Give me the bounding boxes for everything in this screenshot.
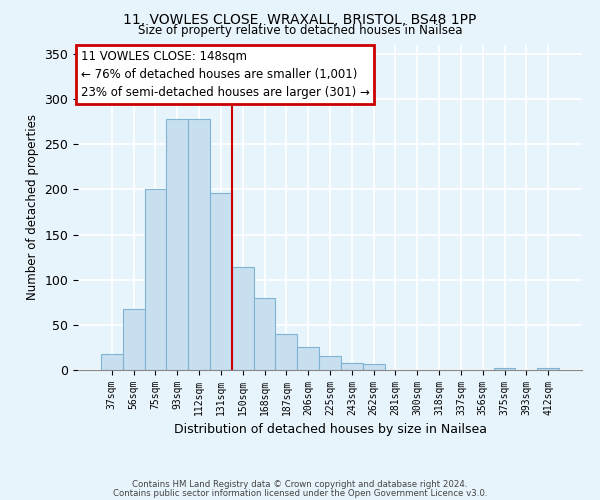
Bar: [297, 348, 319, 370]
Bar: [210, 193, 232, 370]
Bar: [341, 363, 363, 370]
Bar: [166, 119, 188, 370]
Bar: [188, 119, 210, 370]
Text: 11, VOWLES CLOSE, WRAXALL, BRISTOL, BS48 1PP: 11, VOWLES CLOSE, WRAXALL, BRISTOL, BS48…: [124, 12, 476, 26]
Bar: [363, 364, 385, 370]
Bar: [232, 267, 254, 370]
Bar: [254, 298, 275, 370]
Bar: [319, 356, 341, 370]
Bar: [537, 368, 559, 370]
Text: 11 VOWLES CLOSE: 148sqm
← 76% of detached houses are smaller (1,001)
23% of semi: 11 VOWLES CLOSE: 148sqm ← 76% of detache…: [80, 50, 370, 99]
X-axis label: Distribution of detached houses by size in Nailsea: Distribution of detached houses by size …: [173, 424, 487, 436]
Bar: [145, 190, 166, 370]
Y-axis label: Number of detached properties: Number of detached properties: [26, 114, 39, 300]
Bar: [275, 334, 297, 370]
Text: Size of property relative to detached houses in Nailsea: Size of property relative to detached ho…: [138, 24, 462, 37]
Text: Contains HM Land Registry data © Crown copyright and database right 2024.: Contains HM Land Registry data © Crown c…: [132, 480, 468, 489]
Bar: [123, 308, 145, 370]
Text: Contains public sector information licensed under the Open Government Licence v3: Contains public sector information licen…: [113, 489, 487, 498]
Bar: [101, 354, 123, 370]
Bar: [494, 368, 515, 370]
